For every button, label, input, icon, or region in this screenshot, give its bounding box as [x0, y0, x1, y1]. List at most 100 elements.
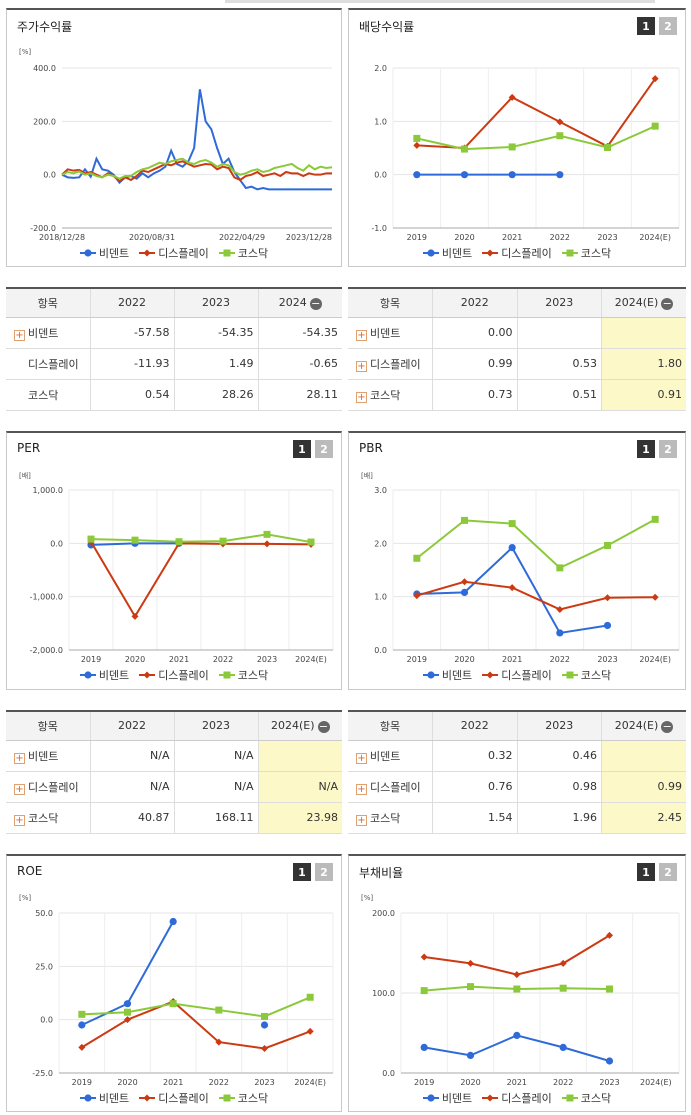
top-edge	[225, 0, 655, 3]
expand-icon[interactable]: +	[356, 783, 367, 795]
expand-icon[interactable]: +	[356, 752, 367, 764]
table-cell: -11.93	[89, 348, 174, 380]
legend-marker	[427, 671, 435, 679]
page-button-2[interactable]: 2	[315, 440, 333, 458]
column-header-label: 항목	[37, 296, 58, 310]
collapse-icon[interactable]: −	[317, 719, 330, 733]
collapse-icon[interactable]: −	[661, 296, 674, 310]
legend-item-disp: 디스플레이	[482, 245, 552, 261]
expand-icon[interactable]: +	[14, 752, 25, 764]
data-point-kosdaq	[413, 134, 421, 142]
data-point-disp	[413, 141, 421, 149]
x-tick-label: 2023	[599, 1078, 619, 1087]
table-cell: -54.35	[257, 317, 342, 349]
data-point-disp	[651, 593, 659, 601]
table-cell: 23.98	[257, 802, 342, 834]
data-point-vid	[508, 171, 516, 179]
page-button-1[interactable]: 1	[637, 863, 655, 881]
column-header-label: 2022	[118, 719, 146, 733]
panel-title: 부채비율	[359, 866, 404, 880]
row-label[interactable]: + 비덴트	[6, 740, 90, 772]
legend-label: 코스닥	[237, 1092, 269, 1105]
page-button-1[interactable]: 1	[293, 440, 311, 458]
page-button-2[interactable]: 2	[659, 17, 677, 35]
legend-marker	[84, 671, 92, 679]
row-label-text: 코스닥	[28, 388, 59, 402]
x-tick-label: 2019	[414, 1078, 434, 1087]
column-header: 항목	[6, 287, 90, 318]
data-point-vid	[508, 544, 516, 552]
data-point-disp	[413, 592, 421, 600]
legend-item-vid: 비덴트	[79, 667, 129, 683]
row-label[interactable]: + 비덴트	[6, 317, 90, 349]
row-label[interactable]: + 디스플레이	[348, 348, 433, 380]
row-label-text: 비덴트	[28, 749, 59, 763]
data-point-disp	[261, 1044, 268, 1052]
expand-icon[interactable]: +	[356, 360, 367, 372]
column-header-label: 2023	[202, 719, 230, 733]
series-line-kosdaq	[81, 996, 311, 1018]
table-cell: 28.11	[257, 379, 342, 411]
legend-swatch	[482, 1094, 499, 1102]
legend-item-kosdaq: 코스닥	[561, 1090, 611, 1106]
data-point-disp	[556, 118, 564, 126]
legend: 비덴트 디스플레이 코스닥	[349, 245, 685, 261]
collapse-icon[interactable]: −	[309, 296, 322, 310]
table-cell: 0.32	[432, 740, 517, 772]
page-button-2[interactable]: 2	[659, 863, 677, 881]
data-point-kosdaq	[556, 564, 564, 572]
table-cell: 0.53	[516, 348, 602, 380]
column-header: 2022	[89, 287, 174, 318]
expand-icon[interactable]: +	[356, 329, 367, 341]
row-label[interactable]: + 디스플레이	[348, 771, 433, 803]
table-cell: N/A	[173, 771, 258, 803]
page-button-1[interactable]: 1	[637, 440, 655, 458]
page-button-2[interactable]: 2	[315, 863, 333, 881]
legend-marker	[427, 249, 435, 257]
y-tick-label: -2,000.0	[30, 646, 63, 655]
legend: 비덴트 디스플레이 코스닥	[349, 1090, 685, 1106]
expand-icon[interactable]: +	[356, 391, 367, 403]
series-line-kosdaq	[61, 157, 333, 180]
row-label[interactable]: + 디스플레이	[6, 771, 90, 803]
page-button-2[interactable]: 2	[659, 440, 677, 458]
row-label[interactable]: + 코스닥	[6, 802, 90, 834]
row-label[interactable]: + 비덴트	[348, 740, 433, 772]
x-tick-label: 2024(E)	[639, 655, 671, 664]
page-button-1[interactable]: 1	[293, 863, 311, 881]
collapse-icon[interactable]: −	[661, 719, 674, 733]
row-label[interactable]: + 코스닥	[348, 379, 433, 411]
table-row: + 코스닥 40.87 168.11 23.98	[6, 802, 342, 834]
page-button-1[interactable]: 1	[637, 17, 655, 35]
expand-icon[interactable]: +	[14, 329, 25, 341]
x-tick-label: 2019	[72, 1078, 92, 1087]
x-tick-label: 2020	[454, 233, 474, 242]
data-point-vid	[260, 1021, 269, 1029]
table-cell: 0.51	[516, 379, 602, 411]
table-row: + 비덴트 N/A N/A	[6, 740, 342, 772]
data-point-kosdaq	[263, 530, 271, 538]
table-cell: 1.54	[432, 802, 517, 834]
row-label[interactable]: + 코스닥	[348, 802, 433, 834]
y-tick-label: -25.0	[32, 1069, 53, 1078]
y-tick-label: 200.0	[372, 909, 395, 918]
series-line-vid	[423, 1034, 610, 1062]
expand-icon[interactable]: +	[14, 814, 25, 826]
legend-label: 비덴트	[441, 1092, 473, 1105]
table-header-row: 항목 2022 2023 2024(E) −	[6, 710, 342, 741]
data-point-kosdaq	[78, 1010, 86, 1018]
x-tick-label: 2021	[502, 655, 522, 664]
expand-icon[interactable]: +	[14, 783, 25, 795]
x-tick-label: 2020/08/31	[129, 233, 175, 242]
column-header: 2024(E) −	[601, 710, 686, 741]
column-header: 2024−	[257, 287, 342, 318]
column-header: 2022	[432, 710, 517, 741]
y-tick-label: 100.0	[372, 989, 395, 998]
legend-marker	[84, 249, 92, 257]
legend-item-vid: 비덴트	[422, 245, 472, 261]
table-cell: 0.46	[516, 740, 602, 772]
row-label[interactable]: + 비덴트	[348, 317, 433, 349]
expand-icon[interactable]: +	[356, 814, 367, 826]
table-cell: N/A	[89, 771, 174, 803]
